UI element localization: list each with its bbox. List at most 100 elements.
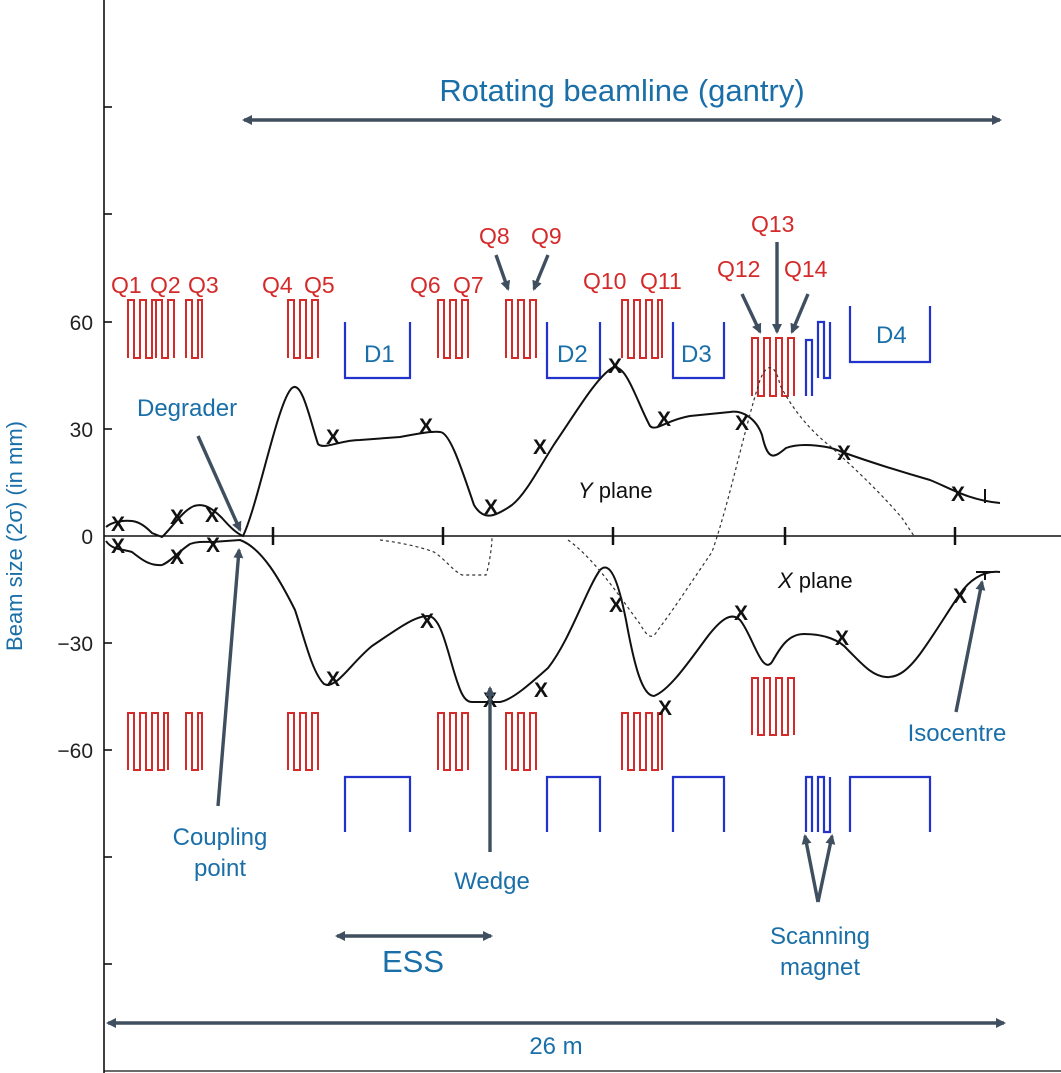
y-plane-envelope: [105, 366, 1001, 539]
quad-q10-q11-lower: [621, 712, 663, 771]
isocentre-arrow: [954, 580, 986, 713]
label-q2: Q2: [150, 272, 181, 298]
label-q13: Q13: [751, 211, 794, 237]
dipole-d3-upper: [671, 322, 726, 380]
coupling-point-label-line2: point: [194, 855, 246, 882]
quad-q6-q7-upper: [437, 299, 469, 359]
x-plane-label: X plane: [777, 568, 853, 593]
quadrupoles-lower: [127, 677, 795, 771]
quad-q8-q9-lower: [505, 712, 537, 771]
x-marker: X: [951, 483, 965, 506]
quad-q1-upper: [127, 299, 157, 359]
gantry-label: Rotating beamline (gantry): [439, 73, 804, 108]
scanning-arrow-left: [801, 834, 820, 903]
dipole-d4-upper: [848, 306, 932, 364]
scanning-arrow-right: [816, 834, 836, 903]
x-marker: X: [170, 506, 184, 529]
quad-q1-q2-lower: [127, 712, 169, 771]
quadrupoles-upper: [127, 299, 795, 397]
label-q10: Q10: [583, 268, 626, 294]
x-marker: X: [111, 513, 125, 536]
dispersion-lower-left: [379, 537, 493, 576]
y-tick-0: 0: [81, 526, 93, 549]
scanning-magnet-label-line2: magnet: [780, 954, 860, 981]
quad-q4-q5-lower: [287, 712, 319, 771]
degrader-arrow: [196, 435, 242, 532]
dipole-d2-upper: [545, 322, 602, 380]
x-marker: X: [420, 610, 434, 633]
y-tick-minus-30: −30: [57, 633, 93, 656]
y-ticks: [104, 106, 112, 965]
isocentre-label: Isocentre: [908, 720, 1007, 747]
x-marker: X: [170, 546, 184, 569]
coupling-point-label-line1: Coupling: [173, 824, 268, 851]
dipole-d1-lower: [343, 775, 412, 832]
x-marker: X: [953, 585, 967, 608]
x-ticks: [271, 527, 957, 545]
dipoles-upper: [343, 306, 932, 396]
label-q1: Q1: [111, 272, 142, 298]
dipoles-lower: [343, 775, 932, 834]
x-marker: X: [534, 679, 548, 702]
y-tick-30: 30: [70, 419, 93, 442]
arrow-q9: [532, 254, 550, 291]
scanning-magnet-lower: [804, 775, 832, 834]
label-d3: D3: [681, 341, 712, 368]
label-d4: D4: [876, 322, 907, 349]
quad-q12-q14-upper: [751, 337, 795, 397]
ess-label: ESS: [382, 944, 444, 979]
scanning-magnet-label-line1: Scanning: [770, 923, 870, 950]
arrow-q8: [494, 254, 511, 291]
x-marker: X: [658, 697, 672, 720]
label-q6: Q6: [410, 272, 441, 298]
label-q9: Q9: [531, 223, 562, 249]
dispersion-upper-right: [567, 367, 915, 637]
x-marker: X: [484, 496, 498, 519]
quad-q10-q11-upper: [621, 299, 663, 359]
label-q11: Q11: [640, 268, 682, 294]
quad-q3-lower: [185, 712, 203, 771]
quadrupole-labels: Q1 Q2 Q3 Q4 Q5 Q6 Q7 Q8 Q9 Q10 Q11 Q12 Q…: [111, 211, 828, 298]
x-marker: X: [326, 426, 340, 449]
arrow-q12: [740, 293, 762, 334]
x-marker: X: [206, 534, 220, 557]
x-marker: X: [111, 535, 125, 558]
dipole-labels: D1 D2 D3 D4: [364, 322, 907, 368]
length-label: 26 m: [529, 1033, 582, 1060]
x-marker: X: [205, 504, 219, 527]
label-d1: D1: [364, 341, 395, 368]
quad-q3-upper: [185, 299, 203, 359]
label-q12: Q12: [717, 256, 760, 282]
degrader-label: Degrader: [137, 395, 237, 422]
label-d2: D2: [557, 341, 588, 368]
quad-q6-q7-lower: [437, 712, 469, 771]
x-marker: X: [419, 415, 433, 438]
quad-q8-q9-upper: [505, 299, 537, 359]
label-q7: Q7: [453, 272, 484, 298]
y-tick-minus-60: −60: [57, 740, 93, 763]
wedge-label: Wedge: [454, 868, 530, 895]
x-marker: X: [533, 436, 547, 459]
y-axis-label: Beam size (2σ) (in mm): [2, 421, 27, 651]
coupling-point-arrow: [216, 548, 244, 807]
dipole-d2-lower: [545, 775, 602, 832]
x-marker: X: [835, 627, 849, 650]
x-markers: X X X X X X X X X X X X X X X X X X X X …: [111, 355, 967, 720]
y-tick-60: 60: [70, 312, 93, 335]
label-q3: Q3: [188, 272, 219, 298]
x-marker: X: [734, 602, 748, 625]
x-marker: X: [608, 355, 622, 378]
label-q5: Q5: [304, 272, 335, 298]
x-marker: X: [837, 442, 851, 465]
y-plane-label: Y plane: [578, 478, 653, 503]
x-marker: X: [735, 412, 749, 435]
label-q14: Q14: [784, 256, 828, 282]
label-q8: Q8: [479, 223, 510, 249]
x-plane-envelope: [105, 538, 1001, 703]
quad-q2-upper: [155, 299, 175, 359]
x-marker: X: [326, 668, 340, 691]
dipole-d4-lower: [848, 775, 932, 832]
quad-q12-q14-lower: [751, 677, 795, 736]
